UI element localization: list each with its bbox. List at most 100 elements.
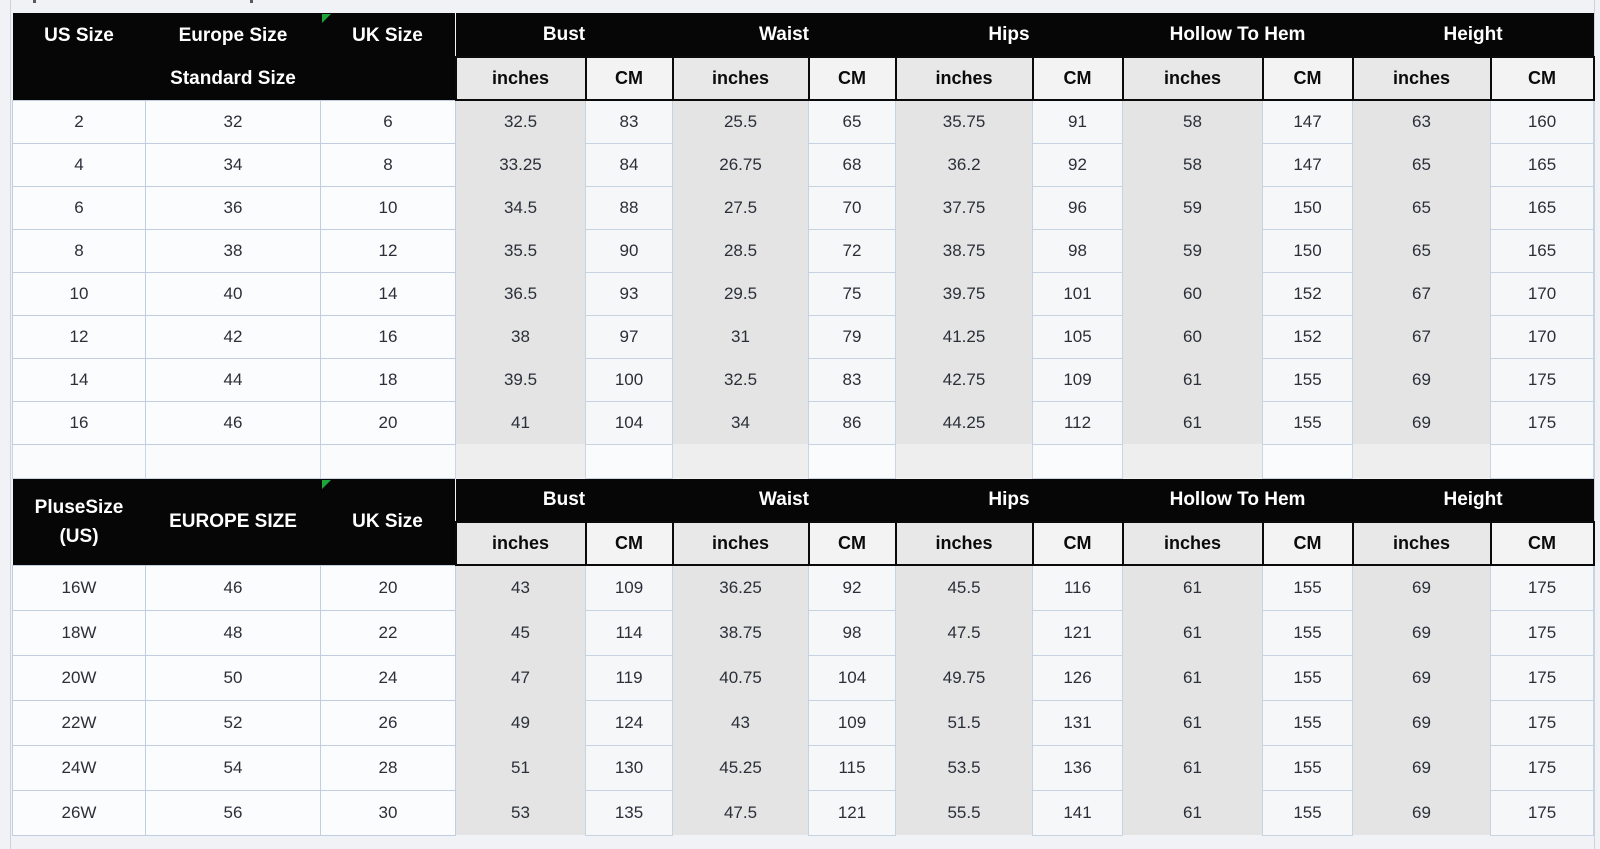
cell: 42 [145,314,321,359]
cell: 104 [584,400,674,445]
cell: 55.5 [895,790,1033,835]
sheet-tick-mark [250,0,253,3]
cell: 41.25 [895,315,1033,358]
cell: 61 [1122,610,1263,655]
cell: 47.5 [672,790,809,835]
cell: 175 [1490,654,1595,701]
subheader-row-plus: inches CM inches CM inches CM inches CM inches CM [13,521,1595,566]
cell: 35.5 [455,229,586,272]
header-group-plus-1: Waist [672,478,896,522]
cell: 36.5 [455,272,586,315]
cell: 20W [12,654,146,701]
cell: 40 [145,271,321,316]
table-header-plus: PluseSize (US) EUROPE SIZE UK Size Bust Waist… [12,478,1595,566]
cell: 104 [808,654,897,701]
table-row: 16W 46 20 43 109 36.25 92 45.5 116 61 155 69 175 [12,564,1595,611]
subheader-inches: inches [671,521,810,566]
cell: 119 [584,654,674,701]
cell: 63 [1352,100,1491,143]
cell: 18 [320,357,456,402]
header-label: PluseSize [34,496,124,518]
cell: 126 [1032,654,1124,701]
cell: 91 [1032,99,1124,144]
subheader-inches: inches [454,521,587,566]
cell: 69 [1352,358,1491,401]
header-group-plus-2: Hips [895,478,1123,522]
cell: 67 [1352,272,1491,315]
cell: 47 [455,655,586,700]
cell: 69 [1352,655,1491,700]
cell: 67 [1352,315,1491,358]
cell: 20 [320,564,456,611]
cell: 53 [455,790,586,835]
table-row: 16 46 20 41 104 34 86 44.25 112 61 155 69 175 [12,400,1595,445]
cell: 69 [1352,565,1491,610]
cell: 121 [808,789,897,836]
cell: 136 [1032,744,1124,791]
cell: 38 [455,315,586,358]
header-group-plus-3: Hollow To Hem [1122,478,1353,522]
cell: 96 [1032,185,1124,230]
cell: 150 [1262,185,1354,230]
cell: 26W [12,789,146,836]
cell: 41 [455,401,586,444]
gap-cell [1490,443,1595,479]
cell: 42.75 [895,358,1033,401]
cell: 68 [808,142,897,187]
cell: 6 [320,99,456,144]
cell: 33.25 [455,143,586,186]
cell: 170 [1490,271,1595,316]
cell: 69 [1352,610,1491,655]
cell: 69 [1352,790,1491,835]
header-plus-size-col-1: EUROPE SIZE [145,478,321,565]
subheader-cm: CM [1489,521,1595,566]
cell: 100 [584,357,674,402]
cell: 70 [808,185,897,230]
cell: 72 [808,228,897,273]
header-row-plus: PluseSize (US) EUROPE SIZE UK Size Bust Waist… [12,478,1594,565]
cell: 90 [584,228,674,273]
cell: 39.75 [895,272,1033,315]
cell: 28 [320,744,456,791]
cell: 65 [1352,143,1491,186]
table-row: 12 42 16 38 97 31 79 41.25 105 60 152 67 170 [12,314,1595,359]
cell: 65 [808,99,897,144]
header-group-standard-3: Hollow To Hem [1122,13,1353,57]
cell: 16 [320,314,456,359]
table-row: 18W 48 22 45 114 38.75 98 47.5 121 61 155 69 175 [12,609,1595,656]
cell: 105 [1032,314,1124,359]
cell: 65 [1352,229,1491,272]
cell: 83 [584,99,674,144]
cell: 98 [1032,228,1124,273]
cell: 61 [1122,790,1263,835]
cell: 16 [12,400,146,445]
gap-cell [808,443,897,479]
cell: 32.5 [455,100,586,143]
cell: 101 [1032,271,1124,316]
cell: 38 [145,228,321,273]
cell: 88 [584,185,674,230]
cell: 155 [1262,609,1354,656]
cell: 14 [320,271,456,316]
cell: 45.25 [672,745,809,790]
header-standard-size-col-1: Europe Size Standard Size [145,13,321,100]
cell: 43 [455,565,586,610]
cell: 14 [12,357,146,402]
cell: 49 [455,700,586,745]
cell: 37.75 [895,186,1033,229]
cell: 93 [584,271,674,316]
cell: 175 [1490,789,1595,836]
cell: 109 [584,564,674,611]
cell: 61 [1122,655,1263,700]
cell: 97 [584,314,674,359]
header-group-standard-4: Height [1352,13,1594,57]
cell: 61 [1122,401,1263,444]
subheader-cm: CM [807,521,897,566]
gap-cell [12,443,146,479]
cell: 109 [808,699,897,746]
cell: 53.5 [895,745,1033,790]
cell: 47.5 [895,610,1033,655]
cell: 46 [145,400,321,445]
subheader-row-standard: inches CM inches CM inches CM inches CM inches CM [13,56,1595,101]
